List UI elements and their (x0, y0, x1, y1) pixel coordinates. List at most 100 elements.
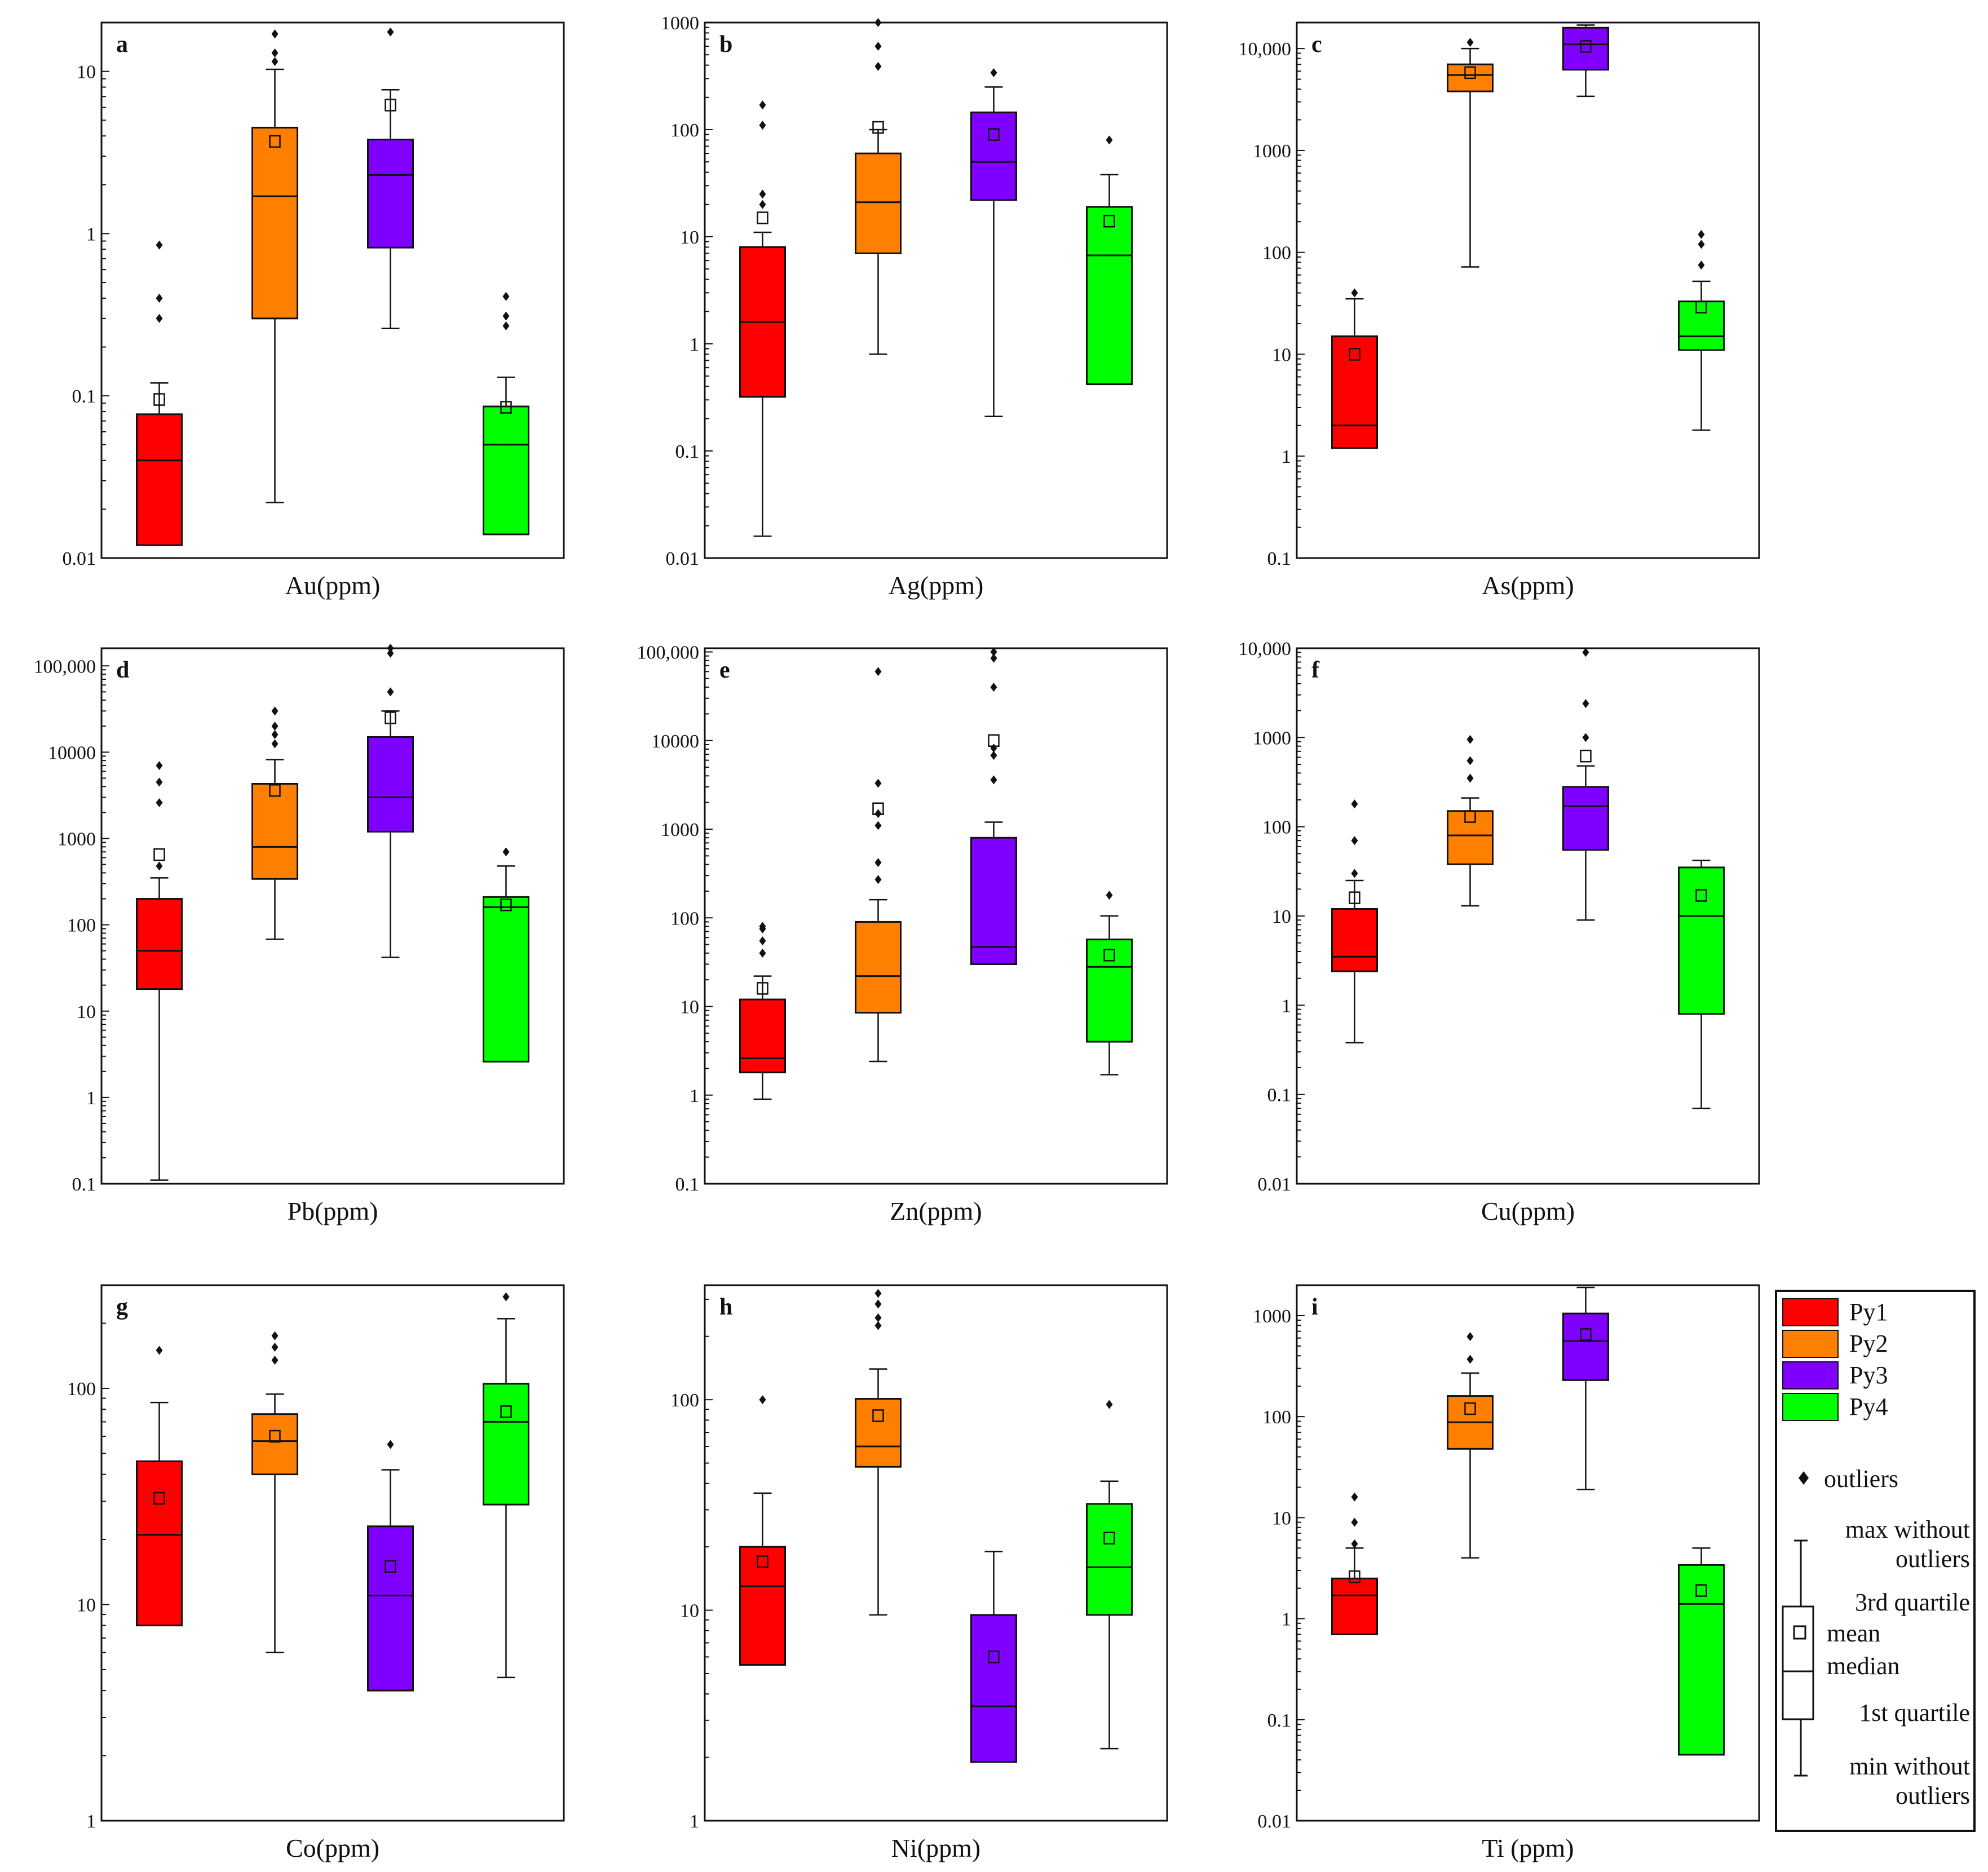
y-tick-label: 0.01 (1258, 1811, 1292, 1832)
y-tick-label: 1000 (661, 13, 699, 34)
y-tick-label: 1 (1282, 446, 1291, 467)
y-tick-label: 10 (1272, 344, 1291, 365)
iqr-box (740, 999, 785, 1073)
iqr-box (971, 838, 1017, 964)
iqr-box (1563, 787, 1609, 850)
legend: Py1 Py2 Py3 Py4 outliers max without out… (1776, 1291, 1974, 1831)
iqr-box (484, 406, 529, 534)
iqr-box (1087, 207, 1132, 384)
box-py4 (1679, 1548, 1724, 1755)
iqr-box (253, 784, 298, 879)
panel-letter: a (116, 32, 128, 57)
y-tick-label: 10000 (48, 742, 96, 763)
y-tick-label: 10 (77, 62, 96, 83)
iqr-box (1563, 1313, 1609, 1380)
y-tick-label: 1 (86, 224, 96, 245)
iqr-box (740, 1547, 785, 1665)
panel-letter: b (719, 32, 732, 57)
y-tick-label: 100,000 (34, 656, 96, 677)
iqr-box (484, 897, 529, 1061)
y-tick-label: 1 (86, 1088, 96, 1109)
x-axis-title: Pb(ppm) (288, 1197, 378, 1225)
iqr-box (971, 1615, 1017, 1762)
iqr-box (1087, 1504, 1132, 1615)
key-max-label-2: outliers (1896, 1545, 1970, 1573)
y-tick-label: 100 (1262, 817, 1291, 838)
iqr-box (368, 140, 413, 248)
iqr-box (856, 922, 901, 1012)
x-axis-title: Cu(ppm) (1481, 1197, 1575, 1225)
y-tick-label: 10,000 (1239, 39, 1292, 60)
y-tick-label: 100,000 (637, 643, 700, 663)
y-tick-label: 0.1 (1267, 1710, 1292, 1731)
iqr-box (137, 899, 182, 989)
x-axis-title: Ni(ppm) (891, 1834, 980, 1862)
x-axis-title: Ti (ppm) (1482, 1834, 1574, 1862)
x-axis-title: As(ppm) (1482, 571, 1574, 600)
y-tick-label: 100 (67, 1379, 96, 1400)
y-tick-label: 1 (690, 334, 699, 355)
legend-label-py4: Py4 (1849, 1393, 1888, 1420)
key-q3-label: 3rd quartile (1855, 1588, 1970, 1616)
panel-letter: i (1311, 1294, 1318, 1320)
iqr-box (368, 737, 413, 831)
iqr-box (253, 127, 298, 318)
iqr-box (368, 1526, 413, 1690)
iqr-box (253, 1414, 298, 1475)
iqr-box (484, 1384, 529, 1504)
x-axis-title: Au(ppm) (285, 571, 381, 600)
iqr-box (137, 414, 182, 545)
iqr-box (1448, 811, 1493, 864)
y-tick-label: 0.01 (666, 548, 700, 569)
y-tick-label: 1 (690, 1086, 699, 1107)
y-tick-label: 10000 (651, 731, 699, 752)
y-tick-label: 100 (1262, 243, 1291, 264)
y-tick-label: 10 (680, 227, 699, 248)
key-max-label-1: max without (1845, 1516, 1970, 1543)
y-tick-label: 1 (1282, 1609, 1291, 1630)
legend-label-py2: Py2 (1849, 1330, 1888, 1357)
iqr-box (1563, 28, 1609, 69)
y-tick-label: 0.01 (63, 548, 96, 569)
iqr-box (1332, 337, 1377, 448)
y-tick-label: 0.1 (72, 1174, 96, 1195)
y-tick-label: 1 (86, 1811, 96, 1832)
y-tick-label: 0.1 (675, 441, 700, 462)
y-tick-label: 1000 (661, 820, 699, 840)
iqr-box (856, 153, 901, 253)
y-tick-label: 10 (680, 997, 699, 1018)
y-tick-label: 10 (1272, 1508, 1291, 1529)
y-tick-label: 100 (67, 915, 96, 936)
key-outliers-label: outliers (1824, 1465, 1898, 1493)
key-box (1783, 1607, 1813, 1719)
y-tick-label: 0.1 (72, 386, 96, 407)
y-tick-label: 1000 (58, 829, 96, 850)
x-axis-title: Ag(ppm) (889, 571, 984, 600)
y-tick-label: 100 (670, 908, 699, 929)
legend-swatch-py4 (1783, 1393, 1838, 1420)
y-tick-label: 100 (670, 120, 699, 141)
legend-swatch-py1 (1783, 1299, 1838, 1326)
y-tick-label: 10 (1272, 906, 1291, 927)
x-axis-title: Zn(ppm) (890, 1197, 982, 1225)
y-tick-label: 10 (680, 1601, 699, 1622)
panel-letter: f (1311, 657, 1320, 683)
x-axis-title: Co(ppm) (286, 1834, 379, 1862)
key-q1-label: 1st quartile (1859, 1699, 1970, 1727)
y-tick-label: 0.1 (1267, 1085, 1292, 1106)
y-tick-label: 1 (1282, 995, 1291, 1016)
legend-label-py1: Py1 (1849, 1298, 1888, 1326)
iqr-box (1332, 909, 1377, 971)
legend-label-py3: Py3 (1849, 1361, 1888, 1389)
y-tick-label: 1 (690, 1811, 699, 1832)
iqr-box (856, 1399, 901, 1467)
y-tick-label: 10,000 (1239, 639, 1292, 660)
y-tick-label: 0.1 (1267, 548, 1292, 569)
key-min-label-1: min without (1849, 1752, 1970, 1780)
iqr-box (971, 112, 1017, 200)
legend-swatch-py2 (1783, 1330, 1838, 1357)
panel-letter: e (719, 657, 730, 683)
y-tick-label: 0.1 (675, 1174, 700, 1195)
y-tick-label: 1000 (1253, 141, 1291, 162)
key-min-label-2: outliers (1896, 1782, 1970, 1809)
